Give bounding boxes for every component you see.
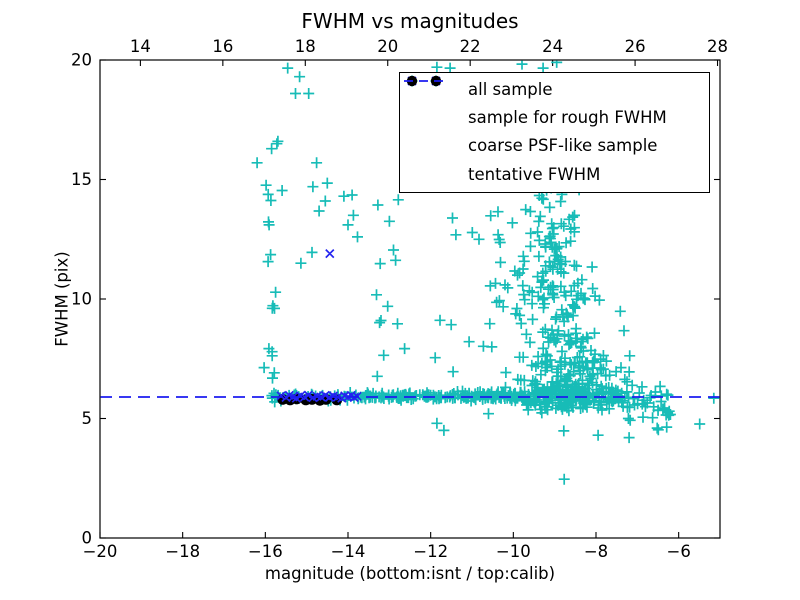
svg-text:26: 26	[625, 37, 646, 56]
svg-text:15: 15	[71, 170, 92, 189]
svg-text:−12: −12	[413, 542, 448, 561]
plot-series	[100, 60, 720, 485]
legend: all sample sample for rough FWHM coarse …	[399, 72, 710, 193]
legend-label: all sample	[468, 79, 553, 99]
x-marker-icon	[407, 76, 460, 126]
svg-text:10: 10	[71, 290, 92, 309]
svg-text:20: 20	[377, 37, 398, 56]
legend-item-psf-sample: coarse PSF-like sample	[406, 75, 709, 156]
legend-item-rough-fwhm: sample for rough FWHM	[407, 76, 709, 128]
svg-text:18: 18	[295, 37, 316, 56]
x-axis-label: magnitude (bottom:isnt / top:calib)	[264, 564, 556, 583]
tick-labels: −20 −18 −16 −14 −12 −10 −8 −6 14 16 18 20 22 24 26 28 0 5…	[71, 37, 728, 561]
legend-label: coarse PSF-like sample	[468, 136, 658, 156]
svg-text:20: 20	[71, 51, 92, 70]
svg-text:5: 5	[82, 409, 93, 428]
svg-text:22: 22	[460, 37, 481, 56]
svg-text:−18: −18	[165, 542, 200, 561]
legend-label: tentative FWHM	[468, 164, 601, 184]
y-axis-label: FWHM (pix)	[52, 251, 72, 347]
dashed-line-icon	[404, 80, 460, 183]
plot-title: FWHM vs magnitudes	[301, 9, 519, 33]
svg-text:−6: −6	[667, 542, 691, 561]
svg-text:−8: −8	[584, 542, 608, 561]
svg-text:0: 0	[82, 529, 93, 548]
svg-text:−10: −10	[496, 542, 531, 561]
svg-text:−14: −14	[331, 542, 366, 561]
svg-text:14: 14	[130, 37, 151, 56]
legend-item-tentative-fwhm: tentative FWHM	[404, 80, 709, 184]
svg-text:24: 24	[542, 37, 563, 56]
svg-text:−20: −20	[83, 542, 118, 561]
axis-ticks	[99, 59, 720, 539]
legend-item-all-sample: all sample	[406, 75, 709, 99]
legend-label: sample for rough FWHM	[468, 108, 667, 128]
dot-marker-icon	[406, 75, 460, 155]
svg-text:16: 16	[212, 37, 233, 56]
svg-text:−16: −16	[248, 542, 283, 561]
svg-text:28: 28	[707, 37, 728, 56]
